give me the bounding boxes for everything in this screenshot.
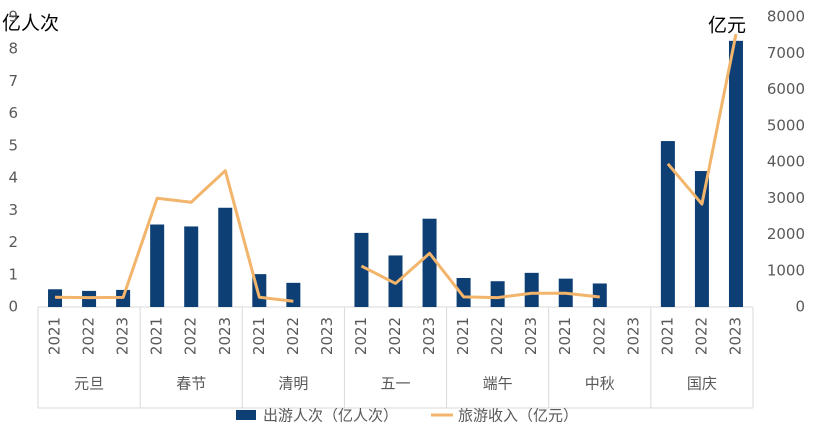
bar (728, 40, 743, 307)
x-tick-label: 2022 (80, 317, 98, 355)
y-tick-label: 9 (8, 8, 18, 26)
y2-tick-label: 6000 (767, 80, 805, 98)
y-tick-label: 4 (8, 169, 18, 187)
x-tick-label: 2023 (522, 317, 540, 355)
x-tick-label: 2022 (590, 317, 608, 355)
bar (354, 232, 369, 307)
y-tick-label: 0 (8, 298, 18, 316)
y-tick-label: 1 (8, 265, 18, 283)
x-tick-label: 2023 (624, 317, 642, 355)
bar (286, 282, 301, 307)
bar (150, 224, 165, 307)
group-label: 元旦 (74, 375, 104, 393)
x-tick-label: 2023 (726, 317, 744, 355)
bar (524, 272, 539, 307)
y-tick-label: 6 (8, 104, 18, 122)
y2-tick-label: 5000 (767, 116, 805, 134)
x-tick-label: 2023 (216, 317, 234, 355)
x-tick-label: 2021 (250, 317, 268, 355)
group-label: 端午 (483, 375, 513, 393)
bar (660, 141, 675, 307)
x-tick-label: 2023 (420, 317, 438, 355)
y2-tick-label: 3000 (767, 189, 805, 207)
x-tick-label: 2022 (488, 317, 506, 355)
x-tick-label: 2021 (352, 317, 370, 355)
y2-tick-label: 1000 (767, 261, 805, 279)
group-label: 清明 (278, 375, 308, 393)
x-tick-label: 2022 (386, 317, 404, 355)
legend-swatch (236, 410, 256, 420)
y2-tick-label: 7000 (767, 44, 805, 62)
x-tick-label: 2022 (284, 317, 302, 355)
y2-tick-label: 4000 (767, 153, 805, 171)
x-tick-label: 2021 (454, 317, 472, 355)
x-tick-label: 2021 (556, 317, 574, 355)
y2-tick-label: 2000 (767, 225, 805, 243)
x-tick-label: 2023 (114, 317, 132, 355)
y2-tick-label: 8000 (767, 8, 805, 26)
x-tick-label: 2021 (46, 317, 64, 355)
bar (490, 281, 505, 307)
group-label: 中秋 (585, 375, 615, 393)
legend-label: 旅游收入（亿元） (458, 407, 578, 425)
bar (694, 171, 709, 307)
y-tick-label: 8 (8, 40, 18, 58)
y-tick-label: 2 (8, 233, 18, 251)
legend-label: 出游人次（亿人次） (263, 407, 398, 425)
x-tick-label: 2023 (318, 317, 336, 355)
x-tick-label: 2021 (148, 317, 166, 355)
y-axis-title: 亿人次 (2, 13, 59, 35)
group-label: 国庆 (687, 375, 717, 393)
x-tick-label: 2022 (692, 317, 710, 355)
x-tick-label: 2021 (658, 317, 676, 355)
bar (592, 283, 607, 307)
bar (456, 278, 471, 307)
group-label: 五一 (380, 375, 410, 393)
y-tick-label: 5 (8, 136, 18, 154)
line (55, 33, 738, 303)
y2-axis-title: 亿元 (708, 15, 746, 37)
y-tick-label: 3 (8, 201, 18, 219)
bar (184, 226, 199, 307)
y2-tick-label: 0 (795, 298, 805, 316)
x-tick-label: 2022 (182, 317, 200, 355)
bar (388, 255, 403, 307)
group-label: 春节 (176, 375, 206, 393)
y-tick-label: 7 (8, 72, 18, 90)
bar (422, 218, 437, 307)
bar (218, 207, 233, 307)
